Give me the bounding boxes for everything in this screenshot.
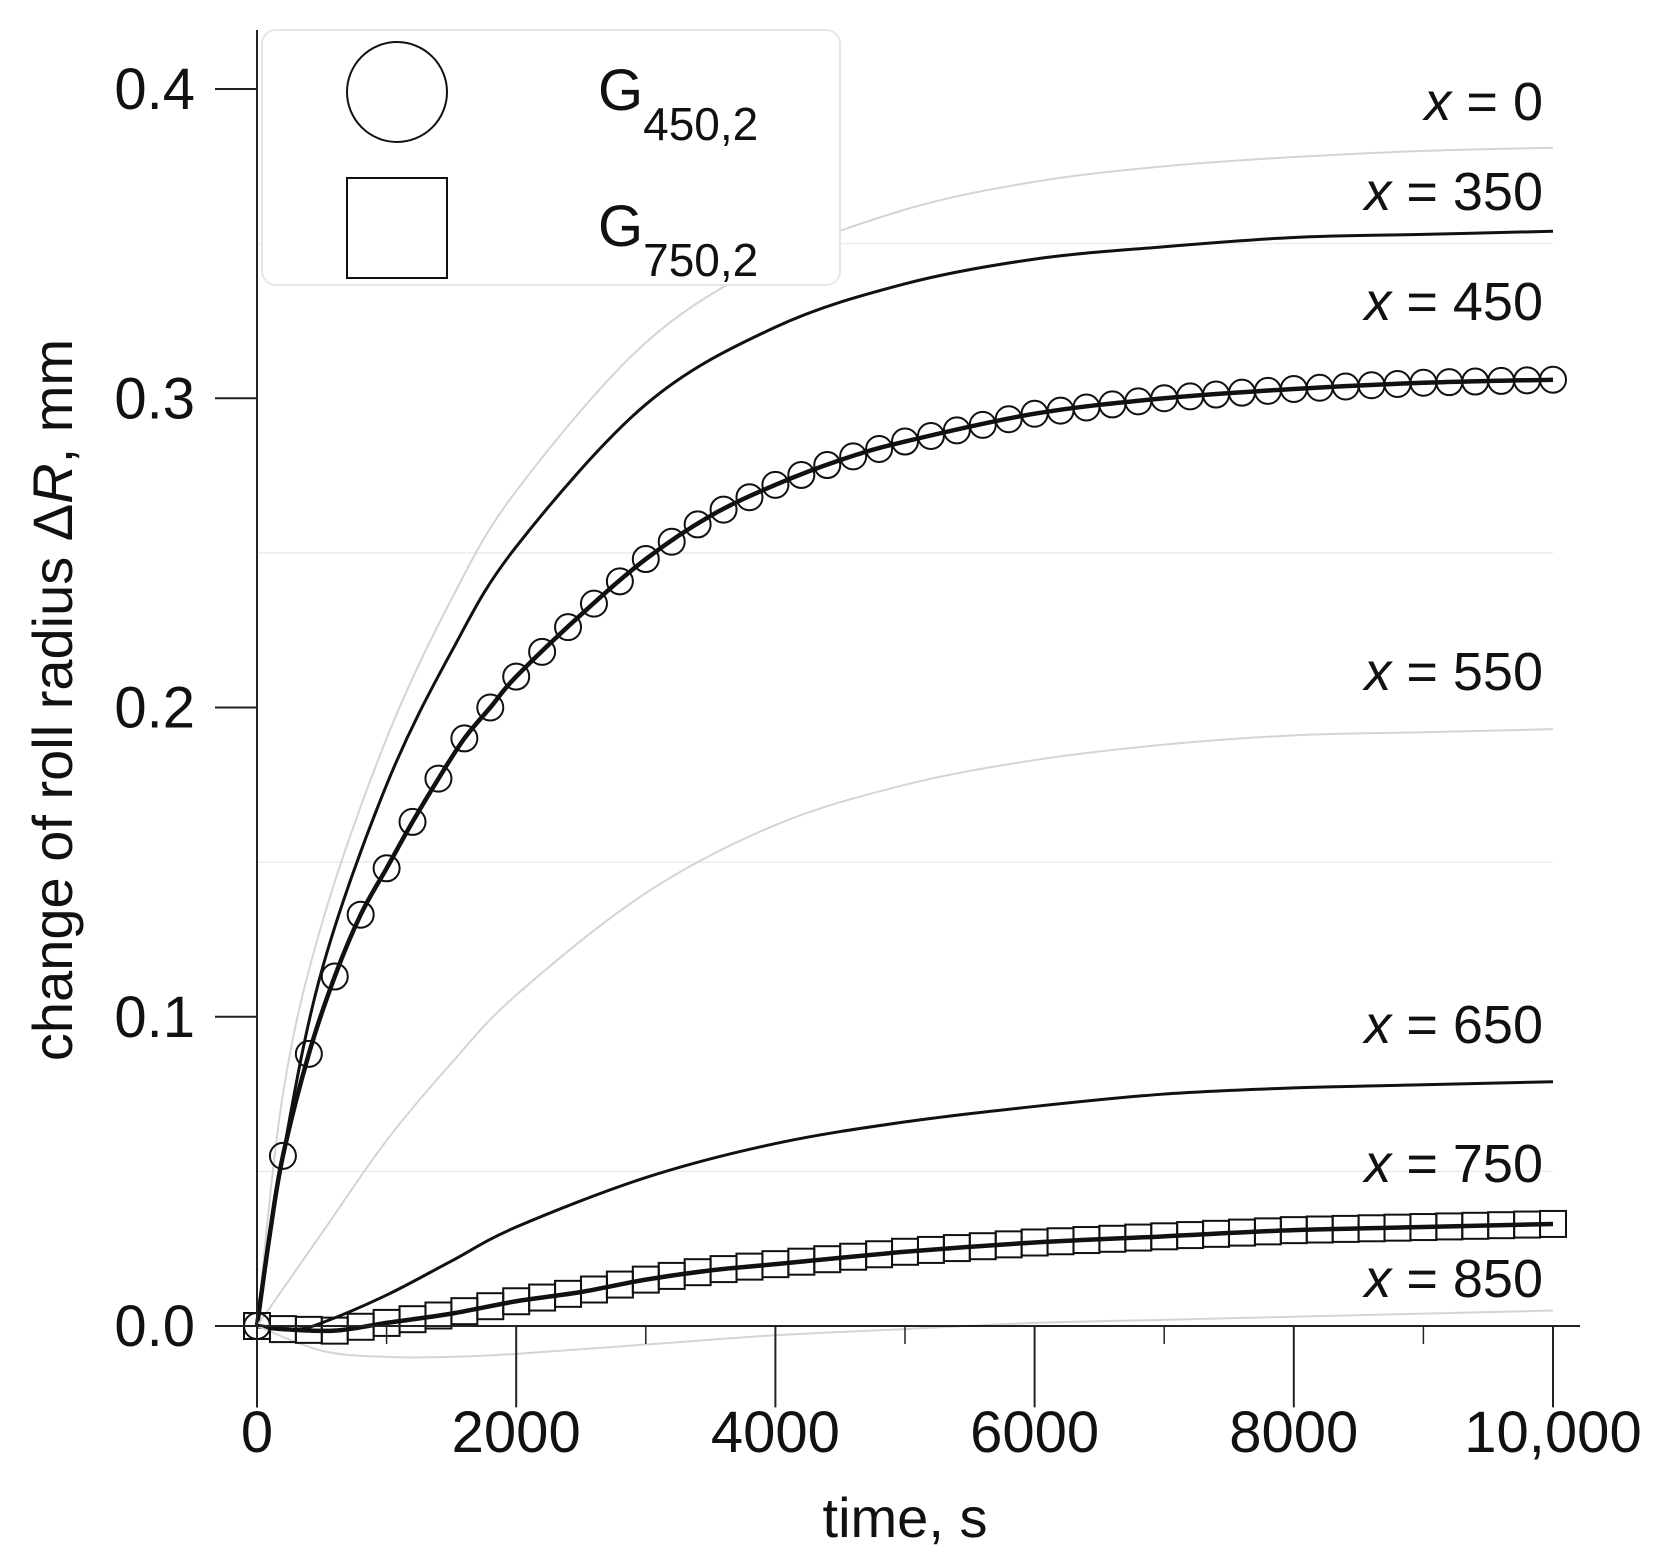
x-tick-label: 6000	[970, 1400, 1099, 1465]
y-axis-title-prefix: change of roll radius	[21, 541, 84, 1061]
curve-label-var: x	[1361, 272, 1393, 332]
curve-label-eq: =	[1391, 1134, 1453, 1194]
curve-label-var: x	[1361, 642, 1393, 702]
curve-label-var: x	[1361, 1134, 1393, 1194]
legend-label-main: G	[598, 58, 643, 123]
legend-label-sub: 750,2	[643, 234, 758, 286]
data-point-circle	[968, 410, 997, 439]
x-tick-label: 2000	[452, 1400, 581, 1465]
y-tick-label: 0.4	[114, 57, 195, 122]
data-point-circle	[916, 421, 945, 450]
data-point-circle	[346, 900, 375, 929]
curve-label-x-650: x = 650	[1361, 995, 1543, 1055]
curve-label-eq: =	[1391, 995, 1453, 1055]
data-point-circle	[942, 416, 971, 445]
y-axis-title-var: R	[21, 463, 84, 503]
data-point-circle	[424, 764, 453, 793]
data-point-circle	[813, 451, 842, 480]
legend-label: G450,2	[598, 58, 758, 150]
data-point-circle	[450, 724, 479, 753]
curve-label-x-550: x = 550	[1361, 642, 1543, 702]
data-point-circle	[865, 434, 894, 463]
data-point-circle	[502, 662, 531, 691]
curve-label-eq: =	[1451, 72, 1513, 132]
y-axis-title-delta: Δ	[21, 504, 84, 541]
legend-marker-square	[346, 177, 448, 279]
series-line-x-350	[255, 229, 1554, 1327]
y-tick-label: 0.0	[114, 1294, 195, 1359]
curve-label-value: 450	[1453, 272, 1543, 332]
markers-layer	[243, 365, 1567, 1345]
series-line-x-0	[256, 146, 1554, 1327]
data-point-circle	[268, 1141, 297, 1170]
data-point-circle	[320, 962, 349, 991]
data-point-circle	[476, 693, 505, 722]
y-tick-label: 0.2	[114, 676, 195, 741]
data-point-circle	[294, 1039, 323, 1068]
curve-label-value: 0	[1513, 72, 1543, 132]
curve-label-value: 850	[1453, 1249, 1543, 1309]
curve-label-eq: =	[1391, 1249, 1453, 1309]
data-point-circle	[994, 405, 1023, 434]
curve-label-var: x	[1361, 995, 1393, 1055]
y-axis-title-suffix: , mm	[21, 339, 84, 463]
x-tick-label: 8000	[1229, 1400, 1358, 1465]
x-tick-label: 4000	[711, 1400, 840, 1465]
series-line-x-850	[256, 1309, 1554, 1359]
curve-label-var: x	[1421, 72, 1453, 132]
series-line-x-450	[254, 377, 1554, 1327]
curve-label-x-450: x = 450	[1361, 272, 1543, 332]
data-point-circle	[891, 427, 919, 456]
data-point-circle	[554, 613, 583, 642]
curve-label-var: x	[1361, 162, 1393, 222]
series-line-x-550	[256, 728, 1554, 1327]
data-point-circle	[839, 442, 868, 471]
legend-label: G750,2	[598, 194, 758, 286]
curves-layer	[254, 146, 1554, 1359]
data-point-circle	[657, 527, 686, 556]
curve-label-var: x	[1361, 1249, 1393, 1309]
curve-label-value: 650	[1453, 995, 1543, 1055]
data-point-circle	[398, 807, 427, 836]
data-point-circle	[605, 567, 634, 596]
data-point-circle	[761, 470, 790, 499]
curve-label-value: 350	[1453, 162, 1543, 222]
axes-layer: 0.0 0.1 0.2 0.3 0.4 0 2000 4000 6000 8000 10,000 ti…	[21, 30, 1642, 1549]
data-point-circle	[683, 510, 712, 539]
curve-label-eq: =	[1391, 272, 1453, 332]
x-tick-label: 10,000	[1464, 1400, 1641, 1465]
curve-label-x-750: x = 750	[1361, 1134, 1543, 1194]
data-point-circle	[528, 637, 557, 666]
x-tick-label: 0	[241, 1400, 273, 1465]
y-tick-label: 0.1	[114, 985, 195, 1050]
legend-label-main: G	[598, 194, 643, 259]
curve-label-eq: =	[1391, 642, 1453, 702]
y-tick-label: 0.3	[114, 366, 195, 431]
legend-marker-circle	[346, 41, 448, 143]
data-point-circle	[735, 483, 764, 512]
curve-label-eq: =	[1391, 162, 1453, 222]
curve-label-x-350: x = 350	[1361, 162, 1543, 222]
data-point-circle	[372, 854, 401, 883]
curve-label-x-850: x = 850	[1361, 1249, 1543, 1309]
data-point-circle	[709, 495, 738, 524]
series-line-x-650	[256, 1080, 1554, 1331]
data-point-circle	[631, 545, 660, 574]
legend-label-sub: 450,2	[643, 98, 758, 150]
data-point-circle	[787, 460, 816, 489]
data-point-circle	[579, 589, 608, 618]
curve-label-value: 750	[1453, 1134, 1543, 1194]
x-axis-title: time, s	[823, 1486, 988, 1549]
data-point-square	[1539, 1209, 1567, 1238]
y-axis-title: change of roll radius ΔR, mm	[21, 339, 84, 1061]
data-point-circle	[1539, 365, 1567, 394]
curve-label-value: 550	[1453, 642, 1543, 702]
curve-label-x-0: x = 0	[1421, 72, 1543, 132]
